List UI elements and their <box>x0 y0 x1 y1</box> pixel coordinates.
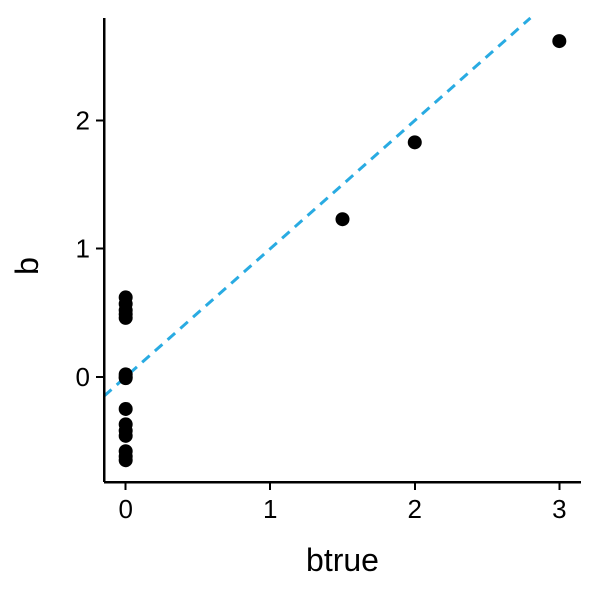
x-axis-ticks: 0 1 2 3 <box>118 482 567 524</box>
scatter-point <box>118 310 133 325</box>
y-tick-label: 2 <box>76 106 90 136</box>
x-tick-label: 2 <box>408 494 422 524</box>
scatter-point <box>118 371 133 386</box>
x-tick-label: 0 <box>118 494 132 524</box>
points-layer <box>118 34 567 468</box>
x-axis-title: btrue <box>306 542 379 578</box>
y-tick-label: 1 <box>76 234 90 264</box>
axes-layer <box>102 18 581 484</box>
scatter-point <box>335 212 350 227</box>
x-tick-label: 3 <box>552 494 566 524</box>
y-axis-ticks: 0 1 2 <box>76 106 104 392</box>
scatter-point <box>407 135 422 150</box>
scatter-point <box>118 428 133 443</box>
reference-line-layer <box>103 16 532 398</box>
y-tick-label: 0 <box>76 362 90 392</box>
scatter-point <box>118 453 133 468</box>
x-tick-label: 1 <box>263 494 277 524</box>
identity-reference-line <box>103 16 532 398</box>
scatter-point <box>552 34 567 49</box>
y-axis-title: b <box>9 257 45 275</box>
scatter-point <box>118 401 133 416</box>
